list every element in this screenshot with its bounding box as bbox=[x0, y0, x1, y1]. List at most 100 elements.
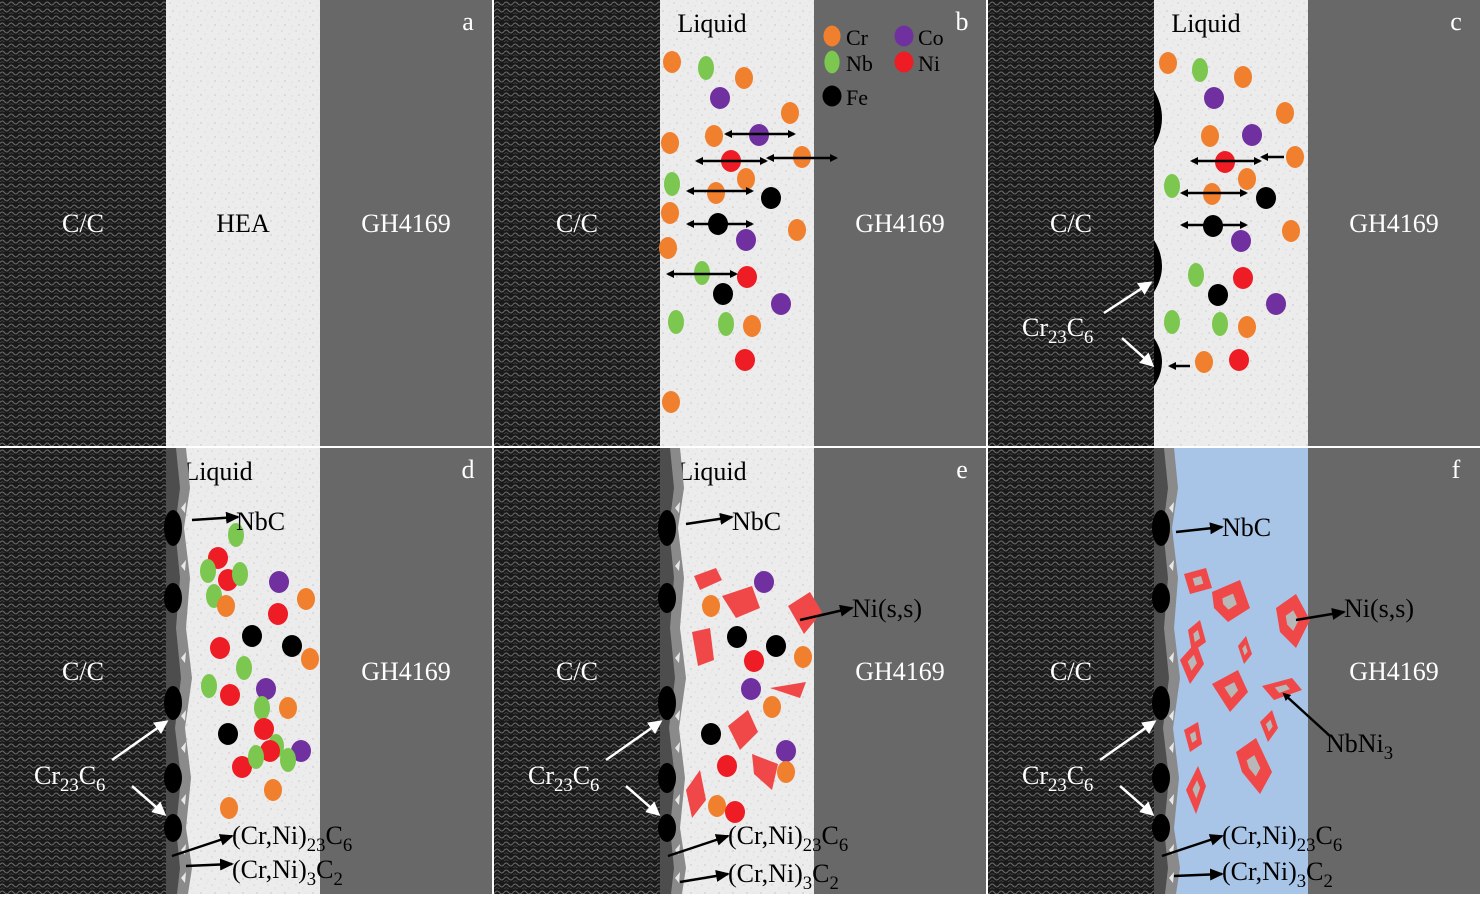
gh4169-label: GH4169 bbox=[1349, 209, 1439, 238]
gh4169-alloy bbox=[320, 448, 492, 894]
fe-particle bbox=[727, 626, 747, 648]
cr-particle bbox=[781, 102, 799, 124]
ni-particle bbox=[260, 740, 280, 762]
nb-particle bbox=[698, 56, 714, 80]
ni-ss-grain bbox=[722, 586, 760, 618]
nb-particle bbox=[664, 172, 680, 196]
nbc-grain bbox=[675, 710, 680, 721]
liquid-label: Liquid bbox=[677, 457, 746, 486]
nbc-grain bbox=[1169, 742, 1174, 753]
nbc-grain bbox=[181, 872, 186, 883]
co-particle bbox=[1204, 87, 1224, 109]
nbc-grain bbox=[181, 742, 186, 753]
nbc-grain bbox=[181, 710, 186, 721]
nbc-grain bbox=[1169, 652, 1174, 663]
cr23c6-grain bbox=[164, 814, 182, 842]
cr-particle bbox=[1238, 316, 1256, 338]
nb-particle bbox=[280, 748, 296, 772]
nbni3-core bbox=[1242, 644, 1248, 656]
ni-ss-grain bbox=[770, 682, 806, 698]
cc-label: C/C bbox=[1050, 209, 1092, 238]
ni-particle bbox=[232, 756, 252, 778]
gh4169-alloy bbox=[320, 0, 492, 446]
hea-interlayer bbox=[166, 0, 320, 446]
cr-particle bbox=[763, 696, 781, 718]
pointer-arrow bbox=[131, 785, 167, 816]
pointer-arrow bbox=[1175, 522, 1224, 535]
nb-particle bbox=[1164, 310, 1180, 334]
co-particle bbox=[771, 293, 791, 315]
panel-c: C/C GH4169 c Liquid Cr23C6 bbox=[988, 0, 1480, 446]
nbni3-core bbox=[1222, 593, 1237, 610]
cr-particle bbox=[297, 588, 315, 610]
panel-e: C/C GH4169 e Liquid NbC Ni(s,s) Cr23C6 (Cr,Ni)2… bbox=[494, 448, 986, 894]
ni-ss-grain bbox=[692, 628, 714, 666]
nbc-grain bbox=[181, 560, 186, 571]
gh4169-alloy bbox=[1308, 0, 1480, 446]
cr-particle bbox=[707, 182, 725, 204]
nb-particle bbox=[201, 674, 217, 698]
cr-particle bbox=[777, 761, 795, 783]
panel-b: C/C GH4169 b Liquid Cr Co Nb Ni Fe bbox=[494, 0, 986, 446]
panel-letter: f bbox=[1452, 455, 1461, 484]
nbc-grain bbox=[675, 872, 680, 883]
nbc-label: NbC bbox=[732, 507, 781, 536]
co-particle bbox=[710, 87, 730, 109]
pointer-arrow bbox=[1282, 692, 1331, 737]
co-particle bbox=[269, 571, 289, 593]
pointer-arrow bbox=[1161, 834, 1224, 858]
cr-particle bbox=[708, 795, 726, 817]
fe-particle bbox=[1256, 187, 1276, 209]
fe-particle bbox=[242, 625, 262, 647]
gh4169-alloy bbox=[814, 448, 986, 894]
cc-substrate bbox=[494, 448, 660, 894]
fe-particle bbox=[701, 723, 721, 745]
nb-particle bbox=[248, 745, 264, 769]
legend-item-co: Co bbox=[894, 25, 944, 50]
ni-ss-grain bbox=[686, 770, 706, 818]
nbc-grain bbox=[675, 502, 680, 513]
co-particle bbox=[1266, 293, 1286, 315]
nbni3-core bbox=[1187, 654, 1197, 671]
ni-ss-grain bbox=[694, 568, 722, 590]
liquid-label: Liquid bbox=[1171, 9, 1240, 38]
nbc-grain bbox=[675, 560, 680, 571]
crni23c6-label: (Cr,Ni)23C6 bbox=[728, 821, 848, 856]
cr23c6-grain bbox=[1152, 814, 1170, 842]
ni-particle bbox=[735, 349, 755, 371]
nb-particle bbox=[1188, 263, 1204, 287]
co-particle bbox=[754, 571, 774, 593]
cr-particle bbox=[743, 315, 761, 337]
nbc-grain bbox=[1169, 710, 1174, 721]
nb-particle bbox=[1164, 174, 1180, 198]
gh4169-label: GH4169 bbox=[1349, 657, 1439, 686]
gh4169-label: GH4169 bbox=[855, 657, 945, 686]
ni-particle bbox=[737, 266, 757, 288]
pointer-arrow bbox=[1103, 281, 1153, 315]
pointer-arrow bbox=[1119, 785, 1155, 816]
pointer-arrow bbox=[685, 512, 734, 526]
crni23c6-label: (Cr,Ni)23C6 bbox=[232, 821, 352, 856]
cc-substrate bbox=[494, 0, 660, 446]
nbc-grain bbox=[181, 652, 186, 663]
nbc-grain bbox=[181, 502, 186, 513]
cr23c6-label: Cr23C6 bbox=[1022, 313, 1093, 348]
cc-label: C/C bbox=[1050, 657, 1092, 686]
cr23c6-grain bbox=[658, 686, 676, 720]
liquid-label: Liquid bbox=[183, 457, 252, 486]
nbc-grain bbox=[675, 794, 680, 805]
nb-particle bbox=[1192, 58, 1208, 82]
panel-letter: c bbox=[1450, 7, 1462, 36]
co-particle bbox=[256, 678, 276, 700]
co-particle bbox=[736, 229, 756, 251]
nb-particle bbox=[1212, 312, 1228, 336]
cr-particle bbox=[301, 648, 319, 670]
crni3c2-label: (Cr,Ni)3C2 bbox=[728, 859, 839, 894]
cr-particle bbox=[735, 67, 753, 89]
fe-particle bbox=[822, 85, 842, 107]
pointer-arrow bbox=[1173, 868, 1224, 881]
cr-particle bbox=[823, 25, 841, 47]
ni-particle bbox=[717, 755, 737, 777]
